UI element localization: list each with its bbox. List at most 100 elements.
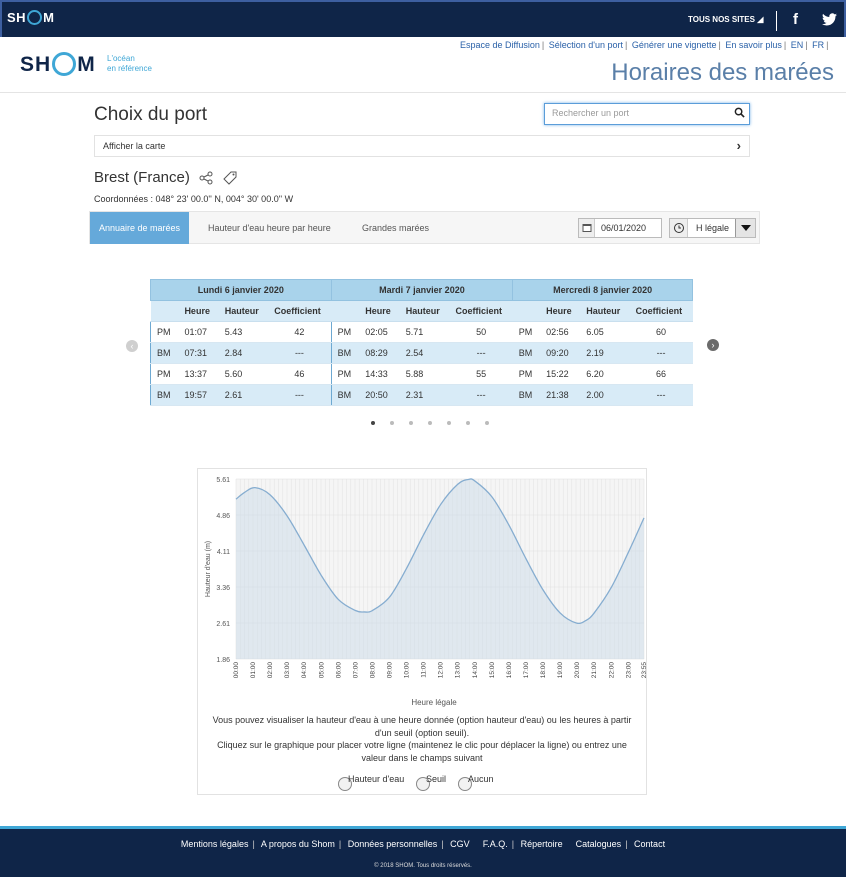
x-tick-label: 06:00 [335,662,342,679]
radio-circle-icon[interactable] [338,777,352,791]
carousel-dot[interactable] [428,421,432,425]
col-header: Heure [359,300,400,322]
table-cell: --- [268,342,332,364]
day-header: Mardi 7 janvier 2020 [330,279,514,301]
tabs-bar: Annuaire de marées Hauteur d'eau heure p… [89,211,760,244]
table-cell: 07:31 [178,342,219,364]
carousel-dots [371,421,504,425]
table-cell: 6.05 [580,321,630,343]
table-cell: PM [512,321,541,343]
table-cell: 55 [449,363,513,385]
carousel-dot[interactable] [409,421,413,425]
link-port-selection[interactable]: Sélection d'un port [548,40,624,50]
footer-link[interactable]: Catalogues [575,839,622,849]
choose-port-title: Choix du port [94,104,208,125]
y-tick-label: 4.11 [217,549,230,556]
x-tick-label: 11:00 [421,662,428,678]
lang-en[interactable]: EN [790,40,804,50]
facebook-icon[interactable]: f [793,11,798,28]
x-tick-label: 23:55 [641,662,646,679]
tab-tide-yearbook[interactable]: Annuaire de marées [90,212,190,244]
site-footer: Mentions légales | A propos du Shom | Donn… [0,826,846,877]
y-tick-label: 4.86 [216,513,230,520]
x-tick-label: 21:00 [591,662,598,679]
day-header: Mercredi 8 janvier 2020 [512,279,693,301]
carousel-dot[interactable] [485,421,489,425]
x-tick-label: 03:00 [284,662,291,679]
radio-water-height[interactable]: Hauteur d'eau [338,774,404,791]
link-more[interactable]: En savoir plus [725,40,782,50]
x-tick-label: 07:00 [352,662,359,679]
tab-spring-tides[interactable]: Grandes marées [362,223,430,233]
table-cell: 46 [268,363,332,385]
prev-days-button[interactable]: ‹ [126,340,138,352]
footer-link[interactable]: CGV [450,839,470,849]
table-cell: 2.84 [218,342,269,364]
x-tick-label: 18:00 [540,662,547,679]
table-row: PM 13:37 5.60 46 PM 14:33 5.88 55 PM 15:22 6.20 66 [150,363,693,385]
search-icon[interactable] [734,107,745,120]
show-map-toggle[interactable]: Afficher la carte › [94,135,750,157]
twitter-icon[interactable] [822,13,837,31]
top-bar: SH M TOUS NOS SITES ◢ f [0,0,846,37]
footer-link[interactable]: Mentions légales [180,839,249,849]
tide-table: Lundi 6 janvier 2020 Mardi 7 janvier 202… [150,279,693,406]
carousel-dot[interactable] [390,421,394,425]
table-cell: 13:37 [178,363,219,385]
date-field[interactable]: 06/01/2020 [578,218,662,238]
table-cell: 5.43 [218,321,269,343]
x-tick-label: 08:00 [369,662,376,679]
tag-icon[interactable] [222,170,238,190]
triangle-icon: ◢ [757,15,764,24]
table-cell: 42 [268,321,332,343]
radio-none[interactable]: Aucun [458,774,494,791]
link-diffusion[interactable]: Espace de Diffusion [460,40,540,50]
x-tick-label: 09:00 [387,662,394,679]
table-cell: 2.54 [399,342,450,364]
day-header: Lundi 6 janvier 2020 [150,279,332,301]
chevron-right-icon: › [736,138,741,153]
shom-logo-small[interactable]: SH M [7,10,55,25]
share-icon[interactable] [199,171,213,189]
radio-threshold[interactable]: Seuil [416,774,446,791]
footer-link[interactable]: Répertoire [520,839,563,849]
col-header: Coefficient [629,300,693,322]
calendar-icon[interactable] [579,219,595,237]
port-search-input[interactable]: Rechercher un port [544,103,750,125]
footer-link[interactable]: F.A.Q. [482,839,508,849]
footer-link[interactable]: A propos du Shom [260,839,335,849]
carousel-dot[interactable] [466,421,470,425]
radio-circle-icon[interactable] [458,777,472,791]
footer-link[interactable]: Contact [634,839,666,849]
carousel-dot[interactable] [447,421,451,425]
series-area [236,478,644,659]
footer-link[interactable]: Données personnelles [347,839,438,849]
table-cell: PM [150,321,179,343]
chart-instructions: Vous pouvez visualiser la hauteur d'eau … [212,715,632,763]
dropdown-arrow-icon[interactable] [735,219,755,237]
link-vignette[interactable]: Générer une vignette [631,40,717,50]
radio-circle-icon[interactable] [416,777,430,791]
lang-fr[interactable]: FR [812,40,825,50]
x-tick-label: 20:00 [574,662,581,679]
tide-rows: PM 01:07 5.43 42 PM 02:05 5.71 50 PM 02:56 6.05 60 B… [150,321,693,406]
carousel-dot[interactable] [371,421,375,425]
next-days-button[interactable]: › [707,339,719,351]
table-cell: 02:56 [540,321,581,343]
x-tick-label: 05:00 [318,662,325,679]
table-cell: BM [150,384,179,406]
tide-chart[interactable]: 1.86 2.61 3.36 4.11 4.86 5.61 00:00 01:00 02:00 0… [198,469,648,714]
shom-logo[interactable]: SH M [20,52,96,76]
page-title: Horaires des marées [611,59,834,86]
tab-hourly-height[interactable]: Hauteur d'eau heure par heure [208,223,331,233]
port-coordinates: Coordonnées : 048° 23' 00.0'' N, 004° 30… [94,194,294,204]
table-row: BM 07:31 2.84 --- BM 08:29 2.54 --- BM 09:20 2.19-… [150,342,693,364]
table-cell: 66 [629,363,693,385]
hour-mode-select[interactable]: H légale [669,218,756,238]
table-cell: 14:33 [359,363,400,385]
table-cell: 6.20 [580,363,630,385]
all-sites-menu[interactable]: TOUS NOS SITES ◢ [688,15,764,24]
y-axis-label: Hauteur d'eau (m) [205,541,212,597]
table-cell: BM [331,384,360,406]
table-cell: 19:57 [178,384,219,406]
